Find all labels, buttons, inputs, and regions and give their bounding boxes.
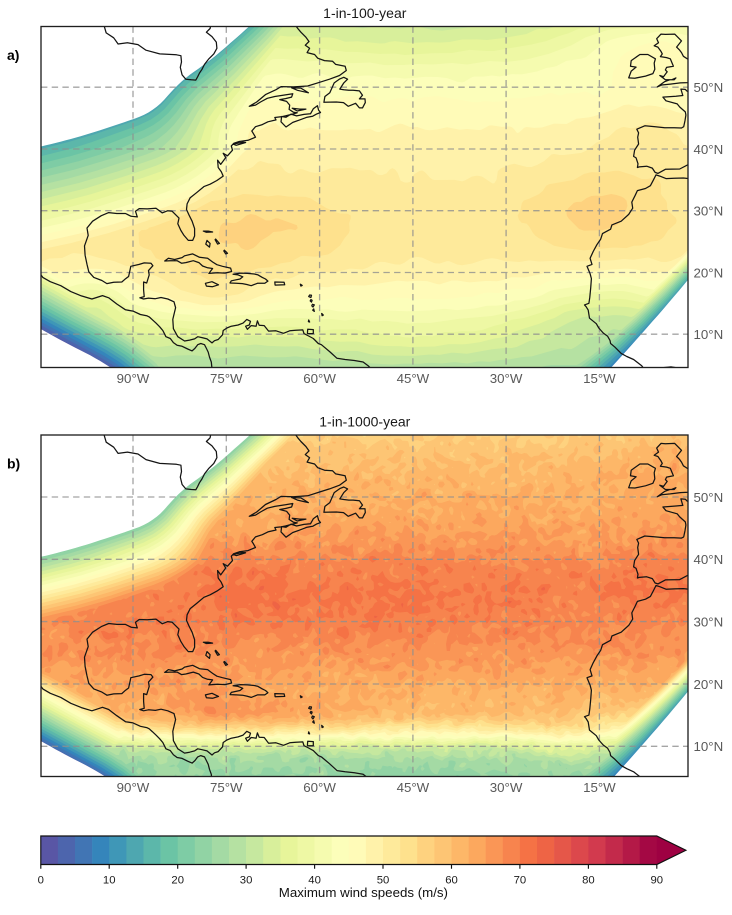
svg-text:40°N: 40°N: [694, 552, 724, 567]
svg-text:90°W: 90°W: [117, 780, 150, 795]
svg-text:20: 20: [171, 875, 184, 887]
svg-text:1-in-1000-year: 1-in-1000-year: [319, 414, 410, 430]
svg-text:30°N: 30°N: [694, 204, 724, 219]
svg-text:60°W: 60°W: [303, 371, 336, 386]
svg-text:0: 0: [38, 875, 44, 887]
svg-text:60°W: 60°W: [303, 780, 336, 795]
svg-text:15°W: 15°W: [583, 780, 616, 795]
svg-text:90°W: 90°W: [117, 371, 150, 386]
svg-text:50: 50: [377, 875, 390, 887]
svg-text:50°N: 50°N: [694, 80, 724, 95]
svg-text:80: 80: [582, 875, 595, 887]
svg-text:1-in-100-year: 1-in-100-year: [323, 5, 407, 21]
svg-text:90: 90: [651, 875, 664, 887]
svg-text:10°N: 10°N: [694, 739, 724, 754]
svg-text:75°W: 75°W: [210, 780, 243, 795]
svg-text:75°W: 75°W: [210, 371, 243, 386]
svg-text:15°W: 15°W: [583, 371, 616, 386]
svg-text:a): a): [7, 47, 19, 63]
svg-text:20°N: 20°N: [694, 677, 724, 692]
svg-text:30°W: 30°W: [490, 780, 523, 795]
svg-text:10: 10: [103, 875, 116, 887]
svg-text:40: 40: [308, 875, 321, 887]
svg-text:60: 60: [445, 875, 458, 887]
svg-text:30°W: 30°W: [490, 371, 523, 386]
svg-text:50°N: 50°N: [694, 490, 724, 505]
svg-text:40°N: 40°N: [694, 142, 724, 157]
svg-text:20°N: 20°N: [694, 265, 724, 280]
svg-text:b): b): [7, 456, 20, 472]
svg-text:30: 30: [240, 875, 253, 887]
svg-text:45°W: 45°W: [397, 371, 430, 386]
svg-text:Maximum wind speeds (m/s): Maximum wind speeds (m/s): [279, 885, 448, 900]
svg-text:45°W: 45°W: [397, 780, 430, 795]
svg-text:10°N: 10°N: [694, 327, 724, 342]
svg-text:70: 70: [514, 875, 527, 887]
svg-text:30°N: 30°N: [694, 614, 724, 629]
